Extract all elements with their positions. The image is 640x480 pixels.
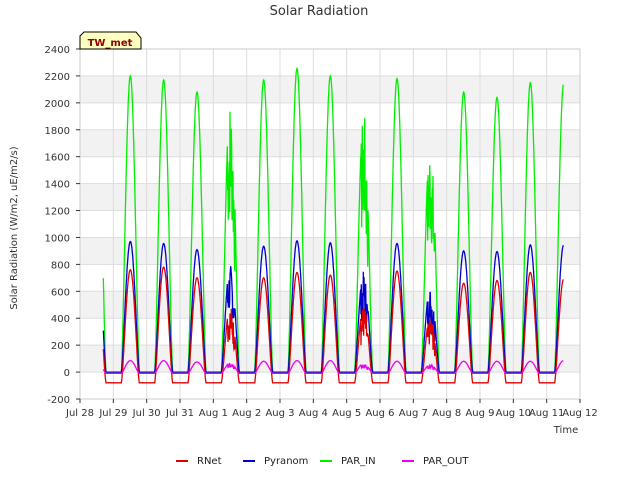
y-tick-label: 1200 bbox=[45, 207, 70, 218]
y-tick-label: 1600 bbox=[45, 153, 70, 164]
plot-frame bbox=[79, 48, 581, 400]
x-tick-label: Jul 31 bbox=[165, 408, 194, 419]
x-tick-label: Jul 30 bbox=[132, 408, 161, 419]
legend-label: PAR_IN bbox=[341, 456, 376, 467]
station-label: TW_met bbox=[88, 38, 133, 49]
series-line-pyranom bbox=[102, 239, 564, 373]
y-tick-label: 2200 bbox=[45, 72, 70, 83]
plot-background-bands bbox=[80, 75, 580, 373]
x-tick-label: Aug 6 bbox=[365, 408, 394, 419]
x-tick-label: Aug 9 bbox=[465, 408, 494, 419]
x-tick-label: Aug 10 bbox=[496, 408, 531, 419]
background-band bbox=[80, 129, 580, 157]
y-tick-label: 200 bbox=[51, 341, 70, 352]
x-tick-label: Aug 11 bbox=[529, 408, 564, 419]
y-tick-label: 2000 bbox=[45, 99, 70, 110]
y-tick-label: 600 bbox=[51, 287, 70, 298]
x-tick-label: Aug 8 bbox=[432, 408, 461, 419]
x-tick-label: Jul 28 bbox=[65, 408, 94, 419]
y-tick-label: 400 bbox=[51, 314, 70, 325]
y-axis-ticks: -200 0 200 400 600 800 1000 1200 1400 1600 1800 200… bbox=[45, 45, 80, 406]
y-axis-label: Solar Radiation (W/m2, uE/m2/s) bbox=[9, 146, 20, 309]
x-axis-label: Time bbox=[553, 425, 578, 436]
x-tick-label: Aug 3 bbox=[265, 408, 294, 419]
y-tick-label: 1000 bbox=[45, 233, 70, 244]
series-line-par-out bbox=[102, 359, 564, 375]
x-tick-label: Aug 12 bbox=[562, 408, 597, 419]
y-tick-label: 800 bbox=[51, 260, 70, 271]
background-band bbox=[80, 183, 580, 211]
background-band bbox=[80, 345, 580, 373]
y-tick-label: 0 bbox=[64, 368, 70, 379]
x-tick-label: Aug 7 bbox=[399, 408, 428, 419]
legend-label: RNet bbox=[197, 456, 222, 467]
x-tick-label: Aug 4 bbox=[299, 408, 328, 419]
y-tick-label: -200 bbox=[47, 395, 70, 406]
x-tick-label: Jul 29 bbox=[98, 408, 127, 419]
x-tick-label: Aug 5 bbox=[332, 408, 361, 419]
background-band bbox=[80, 291, 580, 319]
series-line-rnet bbox=[102, 266, 564, 384]
x-axis-ticks: Jul 28 Jul 29 Jul 30 Jul 31 Aug 1 Aug 2 Aug 3 A… bbox=[65, 399, 598, 419]
x-tick-label: Aug 2 bbox=[232, 408, 261, 419]
legend: RNet Pyranom PAR_IN PAR_OUT bbox=[176, 456, 469, 467]
station-badge: TW_met bbox=[79, 31, 142, 50]
background-band bbox=[80, 237, 580, 265]
station-badge-box bbox=[79, 31, 142, 50]
series-line-par-in bbox=[102, 66, 564, 373]
y-tick-label: 1800 bbox=[45, 126, 70, 137]
series-layer bbox=[102, 66, 564, 384]
x-tick-label: Aug 1 bbox=[199, 408, 228, 419]
chart-title: Solar Radiation bbox=[270, 4, 369, 19]
legend-label: PAR_OUT bbox=[423, 456, 469, 467]
legend-label: Pyranom bbox=[264, 456, 308, 467]
y-tick-label: 2400 bbox=[45, 45, 70, 56]
y-tick-label: 1400 bbox=[45, 180, 70, 191]
